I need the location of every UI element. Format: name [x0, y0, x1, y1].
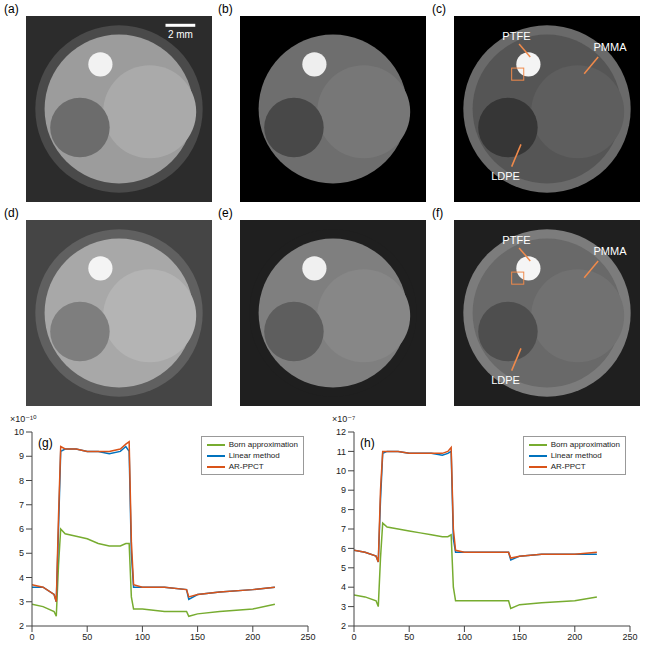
svg-text:9: 9	[19, 451, 24, 461]
svg-text:9: 9	[341, 485, 346, 495]
svg-text:4: 4	[19, 573, 24, 583]
svg-text:200: 200	[567, 632, 582, 642]
svg-text:PTFE: PTFE	[502, 234, 530, 246]
html-text:(f): (f)	[432, 206, 444, 220]
html-text:(d): (d)	[4, 206, 19, 220]
svg-text:11: 11	[337, 447, 346, 457]
svg-text:50: 50	[404, 632, 414, 642]
html-text:Linear method: Linear method	[550, 451, 602, 460]
html-text:Born approximation: Born approximation	[228, 440, 298, 449]
svg-text:LDPE: LDPE	[491, 170, 520, 182]
svg-text:6: 6	[19, 524, 24, 534]
html-text:×10⁻¹⁰: ×10⁻¹⁰	[10, 414, 37, 424]
html-text:(e): (e)	[218, 206, 233, 220]
svg-text:150: 150	[512, 632, 527, 642]
svg-text:12: 12	[336, 427, 346, 437]
svg-text:6: 6	[341, 544, 346, 554]
svg-text:0: 0	[29, 632, 34, 642]
svg-text:PTFE: PTFE	[502, 30, 530, 42]
html-text:(c): (c)	[432, 2, 446, 16]
svg-text:7: 7	[341, 524, 346, 534]
html-text:Born approximation: Born approximation	[550, 440, 620, 449]
html-text:AR-PPCT: AR-PPCT	[550, 462, 586, 471]
svg-text:4: 4	[341, 582, 346, 592]
svg-text:3: 3	[19, 597, 24, 607]
svg-text:7: 7	[19, 500, 24, 510]
svg-text:2 mm: 2 mm	[168, 29, 193, 40]
svg-text:PMMA: PMMA	[594, 41, 628, 53]
svg-text:0: 0	[351, 632, 356, 642]
html-text:(b): (b)	[218, 2, 233, 16]
svg-text:PMMA: PMMA	[594, 245, 628, 257]
svg-text:10: 10	[336, 466, 346, 476]
svg-text:150: 150	[190, 632, 205, 642]
svg-text:5: 5	[19, 548, 24, 558]
svg-text:5: 5	[341, 563, 346, 573]
svg-text:50: 50	[82, 632, 92, 642]
svg-text:2: 2	[19, 621, 24, 631]
svg-text:200: 200	[245, 632, 260, 642]
svg-text:100: 100	[457, 632, 472, 642]
svg-text:LDPE: LDPE	[491, 374, 520, 386]
svg-text:8: 8	[19, 476, 24, 486]
html-text:AR-PPCT: AR-PPCT	[228, 462, 264, 471]
svg-text:10: 10	[14, 427, 24, 437]
svg-text:2: 2	[341, 621, 346, 631]
svg-text:250: 250	[300, 632, 315, 642]
svg-text:8: 8	[341, 505, 346, 515]
svg-text:250: 250	[622, 632, 637, 642]
html-text:(h): (h)	[360, 436, 375, 450]
html-text:×10⁻⁷: ×10⁻⁷	[332, 414, 356, 424]
html-text:Linear method: Linear method	[228, 451, 280, 460]
html-text:(g): (g)	[38, 436, 53, 450]
svg-text:100: 100	[135, 632, 150, 642]
html-text:(a): (a)	[4, 2, 19, 16]
svg-text:3: 3	[341, 602, 346, 612]
